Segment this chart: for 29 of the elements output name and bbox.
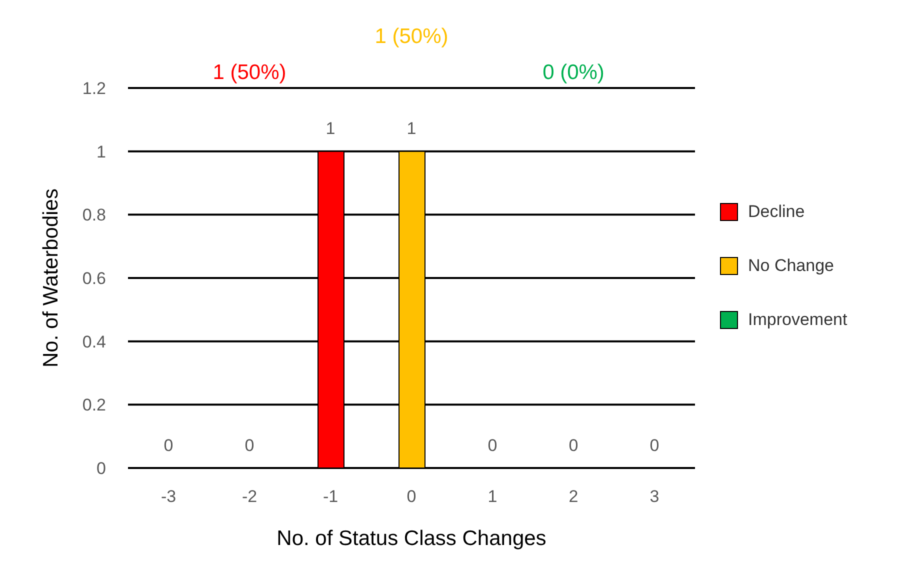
x-tick-label: 0 [406, 487, 416, 506]
x-tick-label: -3 [160, 487, 176, 506]
data-label: 0 [568, 436, 580, 456]
y-tick-label: 1.2 [82, 79, 106, 98]
x-tick-label: -2 [242, 487, 258, 506]
y-tick-label: 0.4 [82, 332, 106, 352]
x-tick-label: 1 [488, 487, 498, 506]
y-tick-label: 1 [96, 142, 106, 162]
x-tick-label: 2 [568, 487, 578, 506]
x-tick-label: -1 [322, 487, 338, 506]
text: 1 (50%) [212, 60, 288, 86]
data-label: 1 [324, 119, 336, 140]
y-tick-label: 0.2 [82, 396, 106, 415]
data-label: 1 [406, 119, 418, 140]
text: 1 (50%) [374, 24, 450, 50]
data-label: 0 [162, 436, 174, 456]
y-tick-label: 0.8 [82, 206, 106, 225]
y-axis-title: No. of Waterbodies [39, 188, 62, 368]
legend-label: Decline [748, 202, 805, 222]
legend-label: No Change [748, 256, 834, 276]
legend-label: Improvement [748, 310, 848, 330]
data-label: 0 [244, 436, 256, 456]
x-tick-label: 3 [650, 487, 660, 506]
y-tick-label: 0 [96, 459, 106, 478]
text: 0 (0%) [542, 60, 606, 86]
data-label: 0 [648, 436, 660, 456]
data-label: 0 [486, 436, 498, 456]
y-tick-label: 0.6 [82, 269, 106, 288]
x-axis-title: No. of Status Class Changes [276, 527, 546, 550]
